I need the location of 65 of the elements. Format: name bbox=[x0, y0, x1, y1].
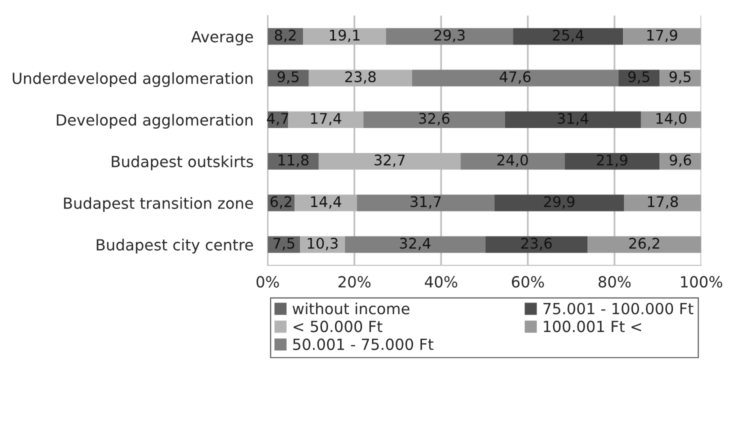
x-tick-label: 20% bbox=[338, 276, 371, 288]
data-label: 14,4 bbox=[311, 196, 342, 209]
data-label: 32,6 bbox=[419, 112, 450, 126]
data-label: 21,9 bbox=[596, 154, 628, 168]
bar bbox=[494, 194, 624, 212]
data-label: 31,4 bbox=[558, 112, 588, 126]
data-label: 17,4 bbox=[311, 113, 342, 126]
y-tick-label: Budapest transition zone bbox=[64, 197, 253, 212]
legend-label: 75.001 - 100.000 Ft bbox=[543, 302, 694, 314]
data-label: 47,6 bbox=[500, 71, 531, 84]
bar bbox=[624, 194, 702, 212]
data-label: 9,5 bbox=[278, 71, 299, 84]
data-label: 9,5 bbox=[628, 71, 650, 84]
x-tick-label: 100% bbox=[681, 276, 722, 288]
x-tick-label: 0% bbox=[256, 276, 279, 288]
bar bbox=[623, 28, 701, 45]
x-tick-label: 60% bbox=[512, 276, 544, 288]
bar bbox=[363, 111, 505, 128]
x-tick-label: 80% bbox=[598, 276, 631, 288]
data-label: 29,3 bbox=[434, 30, 465, 42]
data-label: 14,0 bbox=[656, 112, 686, 126]
data-label: 24,0 bbox=[497, 154, 528, 168]
bar bbox=[588, 236, 702, 253]
bar bbox=[300, 236, 345, 253]
y-tick-label: Average bbox=[191, 31, 253, 46]
data-label: 9,6 bbox=[670, 154, 692, 168]
data-label: 8,2 bbox=[274, 30, 296, 42]
legend-label: without income bbox=[292, 302, 410, 314]
bar bbox=[660, 70, 701, 86]
data-label: 25,4 bbox=[552, 30, 584, 42]
data-label: 26,2 bbox=[629, 238, 660, 250]
x-tick-label: 40% bbox=[424, 276, 458, 288]
legend-label: 100.001 Ft < bbox=[544, 320, 642, 332]
bar bbox=[356, 194, 494, 212]
data-label: 23,8 bbox=[345, 71, 376, 84]
bar bbox=[485, 236, 588, 253]
data-label: 7,5 bbox=[274, 238, 294, 250]
legend-label: 50.001 - 75.000 Ft bbox=[293, 338, 434, 350]
data-label: 9,5 bbox=[670, 71, 691, 84]
data-label: 11,8 bbox=[278, 154, 308, 168]
bar bbox=[412, 70, 618, 86]
y-tick-label: Developed agglomeration bbox=[56, 114, 252, 129]
bar bbox=[344, 236, 486, 253]
y-tick-label: Budapest outskirts bbox=[112, 156, 254, 170]
data-label: 32,4 bbox=[400, 238, 430, 250]
data-label: 6,2 bbox=[270, 196, 292, 209]
y-tick-label: Underdeveloped agglomeration bbox=[12, 72, 252, 88]
data-label: 17,8 bbox=[648, 196, 678, 209]
bar bbox=[460, 152, 565, 170]
data-label: 31,7 bbox=[410, 196, 441, 209]
data-label: 32,7 bbox=[374, 154, 405, 168]
legend-label: < 50.000 Ft bbox=[294, 320, 382, 332]
bar bbox=[386, 28, 514, 45]
bar bbox=[504, 111, 641, 128]
data-label: 17,9 bbox=[647, 30, 678, 42]
bar bbox=[268, 236, 300, 253]
bar bbox=[564, 152, 660, 170]
data-label: 23,6 bbox=[521, 238, 552, 250]
data-label: 29,9 bbox=[544, 196, 574, 209]
data-label: 10,3 bbox=[308, 238, 338, 250]
y-tick-label: Budapest city centre bbox=[96, 238, 253, 254]
bar bbox=[618, 70, 660, 86]
bar bbox=[268, 70, 309, 86]
data-label: 19,1 bbox=[330, 30, 360, 42]
bar bbox=[513, 28, 624, 45]
